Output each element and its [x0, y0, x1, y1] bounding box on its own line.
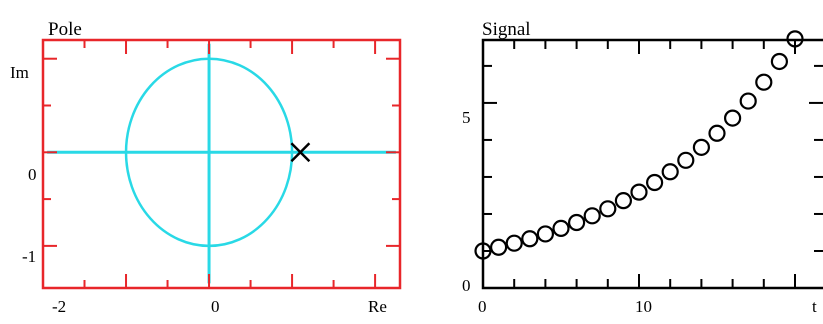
signal-xlabel: t — [812, 297, 817, 316]
signal-frame — [481, 38, 823, 290]
unit-circle — [124, 57, 294, 248]
signal-point — [708, 124, 726, 142]
pole-markers — [290, 142, 311, 163]
pole-xtick-1: 0 — [211, 297, 220, 316]
signal-xtick-0: 0 — [478, 297, 487, 316]
pole-xtick-0: -2 — [52, 297, 66, 316]
signal-ticks — [482, 40, 823, 289]
signal-xtick-1: 10 — [635, 297, 652, 316]
signal-point — [521, 230, 539, 248]
signal-point — [661, 163, 679, 181]
pole-axes-lines — [47, 43, 396, 284]
signal-point — [583, 207, 601, 225]
pole-ticks — [42, 40, 400, 288]
pole-ytick-1: -1 — [22, 247, 36, 266]
signal-point — [536, 225, 555, 243]
unit-circle-curve — [124, 57, 294, 248]
signal-point — [770, 52, 789, 71]
signal-ytick-0: 5 — [462, 108, 471, 127]
signal-point — [490, 238, 508, 256]
signal-point — [614, 192, 633, 210]
pole-xlabel: Re — [368, 297, 387, 316]
pole-plot: Pole Im Re -2 0 0 -1 — [10, 19, 402, 316]
pole-title: Pole — [48, 19, 82, 40]
signal-point — [567, 213, 586, 232]
signal-points — [474, 30, 804, 260]
pole-frame — [41, 38, 402, 290]
signal-plot: Signal 5 0 0 10 t — [462, 19, 823, 316]
pole-x-marker-b — [290, 142, 311, 163]
signal-point — [739, 92, 757, 110]
signal-point — [692, 138, 711, 156]
signal-point — [645, 173, 664, 192]
signal-point — [755, 73, 773, 91]
signal-title: Signal — [482, 19, 531, 40]
pole-ylabel: Im — [10, 63, 29, 82]
signal-ytick-1: 0 — [462, 276, 471, 295]
pole-ytick-0: 0 — [28, 165, 37, 184]
signal-point — [505, 234, 523, 252]
signal-point — [630, 183, 648, 201]
signal-point — [552, 219, 570, 238]
signal-point — [723, 109, 742, 127]
signal-point — [677, 151, 695, 169]
signal-point — [599, 200, 617, 218]
